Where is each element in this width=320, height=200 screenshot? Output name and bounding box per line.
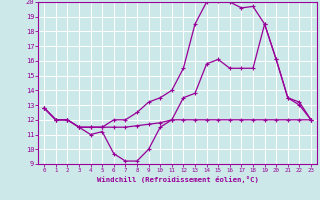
X-axis label: Windchill (Refroidissement éolien,°C): Windchill (Refroidissement éolien,°C) bbox=[97, 176, 259, 183]
